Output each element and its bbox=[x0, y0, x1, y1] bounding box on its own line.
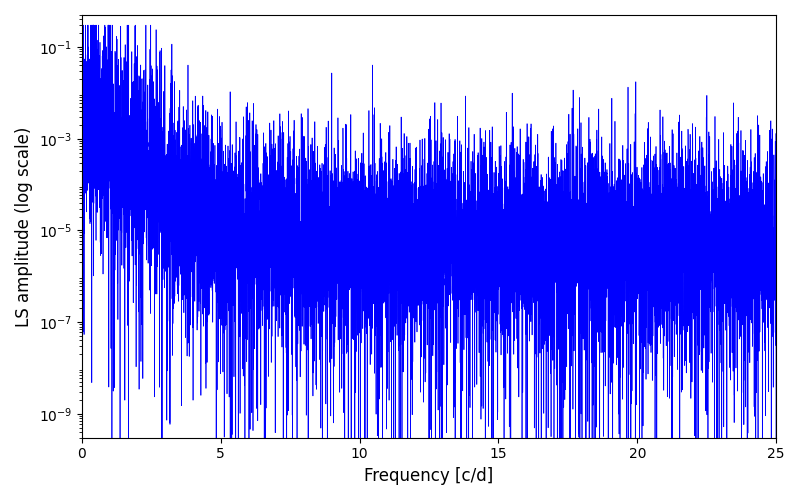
Y-axis label: LS amplitude (log scale): LS amplitude (log scale) bbox=[15, 126, 33, 326]
X-axis label: Frequency [c/d]: Frequency [c/d] bbox=[364, 467, 494, 485]
